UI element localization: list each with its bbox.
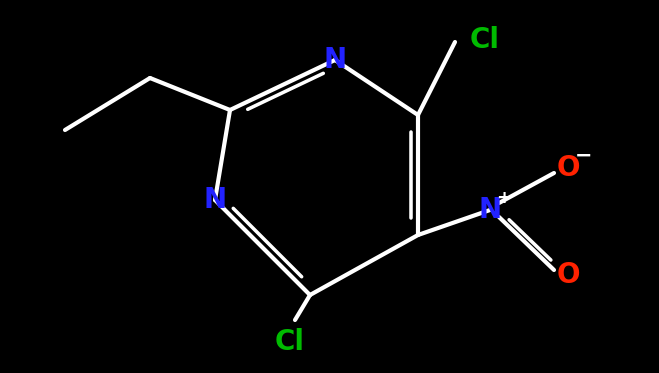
Text: O: O [556,261,580,289]
Text: Cl: Cl [470,26,500,54]
Text: −: − [575,146,592,166]
Text: N: N [204,186,227,214]
Text: O: O [556,154,580,182]
Text: Cl: Cl [275,328,305,356]
Text: N: N [478,196,501,224]
Text: +: + [496,189,511,207]
Text: N: N [324,46,347,74]
